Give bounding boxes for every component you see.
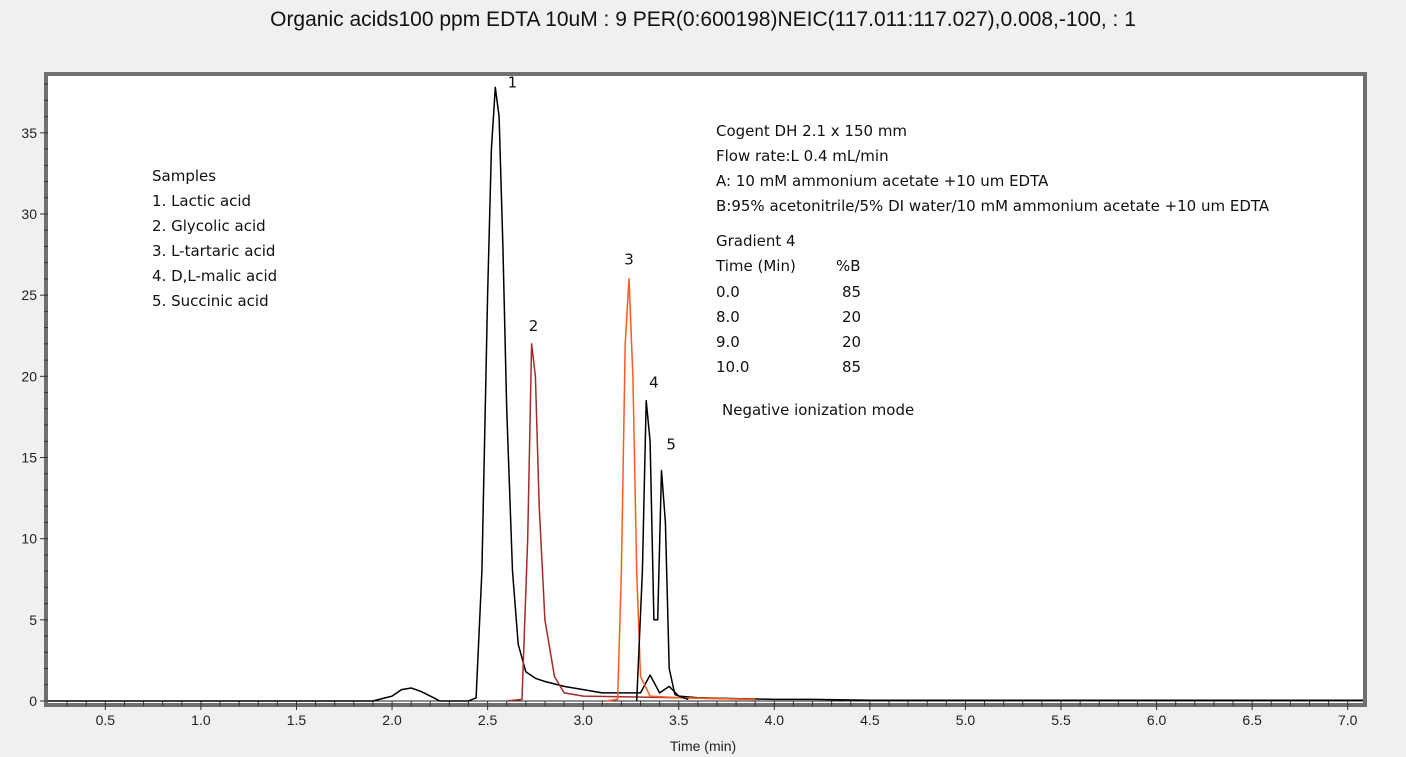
sample-item: 5. Succinic acid bbox=[152, 292, 269, 310]
peak-label-5: 5 bbox=[666, 435, 676, 453]
x-axis-label: Time (min) bbox=[670, 738, 736, 754]
gradient-header-b: %B bbox=[836, 257, 861, 275]
y-tick-label: 20 bbox=[21, 368, 37, 384]
x-tick-label: 1.5 bbox=[287, 712, 307, 728]
ionization-mode: Negative ionization mode bbox=[722, 401, 914, 419]
peak-label-4: 4 bbox=[649, 374, 659, 392]
series-layer bbox=[48, 86, 1363, 702]
peak-label-1: 1 bbox=[508, 73, 518, 91]
peak-label-2: 2 bbox=[529, 317, 539, 335]
y-tick-label: 35 bbox=[21, 125, 37, 141]
gradient-row-b: 85 bbox=[842, 358, 861, 376]
x-tick-label: 6.0 bbox=[1147, 712, 1167, 728]
x-tick-label: 6.5 bbox=[1242, 712, 1262, 728]
gradient-row-time: 8.0 bbox=[716, 308, 740, 326]
y-tick-label: 25 bbox=[21, 287, 37, 303]
ticks-layer: 0.5 1.0 1.5 2.0 2.5 3.0 3.5 4.0 4.5 5.0 5.5 6.0 6.5 7… bbox=[21, 83, 1363, 728]
x-tick-label: 4.0 bbox=[765, 712, 785, 728]
sample-item: 1. Lactic acid bbox=[152, 192, 251, 210]
gradient-title: Gradient 4 bbox=[716, 232, 796, 250]
conditions-annotation: Cogent DH 2.1 x 150 mm Flow rate:L 0.4 mL… bbox=[715, 122, 1270, 419]
condition-line: Cogent DH 2.1 x 150 mm bbox=[716, 122, 907, 140]
gradient-row-time: 9.0 bbox=[716, 333, 740, 351]
y-tick-label: 0 bbox=[29, 693, 37, 709]
y-tick-label: 30 bbox=[21, 206, 37, 222]
x-tick-label: 3.5 bbox=[669, 712, 689, 728]
chromatogram-trace-3 bbox=[605, 278, 756, 702]
plot-frame bbox=[44, 72, 1367, 707]
gradient-row-time: 10.0 bbox=[716, 358, 749, 376]
samples-heading: Samples bbox=[152, 167, 216, 185]
y-tick-label: 5 bbox=[29, 612, 37, 628]
x-tick-label: 2.0 bbox=[382, 712, 402, 728]
x-tick-label: 1.0 bbox=[191, 712, 211, 728]
x-tick-label: 7.0 bbox=[1338, 712, 1358, 728]
samples-annotation: Samples 1. Lactic acid 2. Glycolic acid 3. … bbox=[152, 167, 277, 310]
x-tick-label: 5.0 bbox=[956, 712, 976, 728]
gradient-row-b: 20 bbox=[842, 333, 861, 351]
gradient-header-time: Time (Min) bbox=[715, 257, 796, 275]
gradient-row-b: 20 bbox=[842, 308, 861, 326]
chromatogram-trace-2 bbox=[506, 343, 756, 702]
sample-item: 3. L-tartaric acid bbox=[152, 242, 275, 260]
chromatogram-trace-1 bbox=[48, 86, 1363, 702]
x-tick-label: 3.0 bbox=[573, 712, 593, 728]
labels-layer: 1 2 3 4 5 bbox=[508, 73, 676, 453]
gradient-row-time: 0.0 bbox=[716, 283, 740, 301]
chromatogram-trace-4 bbox=[635, 399, 689, 702]
gradient-row-b: 85 bbox=[842, 283, 861, 301]
x-tick-label: 5.5 bbox=[1051, 712, 1071, 728]
condition-line: B:95% acetonitrile/5% DI water/10 mM amm… bbox=[716, 197, 1270, 215]
sample-item: 4. D,L-malic acid bbox=[152, 267, 277, 285]
peak-label-3: 3 bbox=[624, 250, 634, 268]
condition-line: A: 10 mM ammonium acetate +10 um EDTA bbox=[716, 172, 1049, 190]
sample-item: 2. Glycolic acid bbox=[152, 217, 266, 235]
condition-line: Flow rate:L 0.4 mL/min bbox=[716, 147, 889, 165]
y-tick-label: 10 bbox=[21, 531, 37, 547]
x-tick-label: 2.5 bbox=[478, 712, 498, 728]
x-tick-label: 4.5 bbox=[860, 712, 880, 728]
x-tick-label: 0.5 bbox=[96, 712, 116, 728]
chart-title: Organic acids100 ppm EDTA 10uM : 9 PER(0… bbox=[270, 8, 1136, 31]
y-tick-label: 15 bbox=[21, 449, 37, 465]
